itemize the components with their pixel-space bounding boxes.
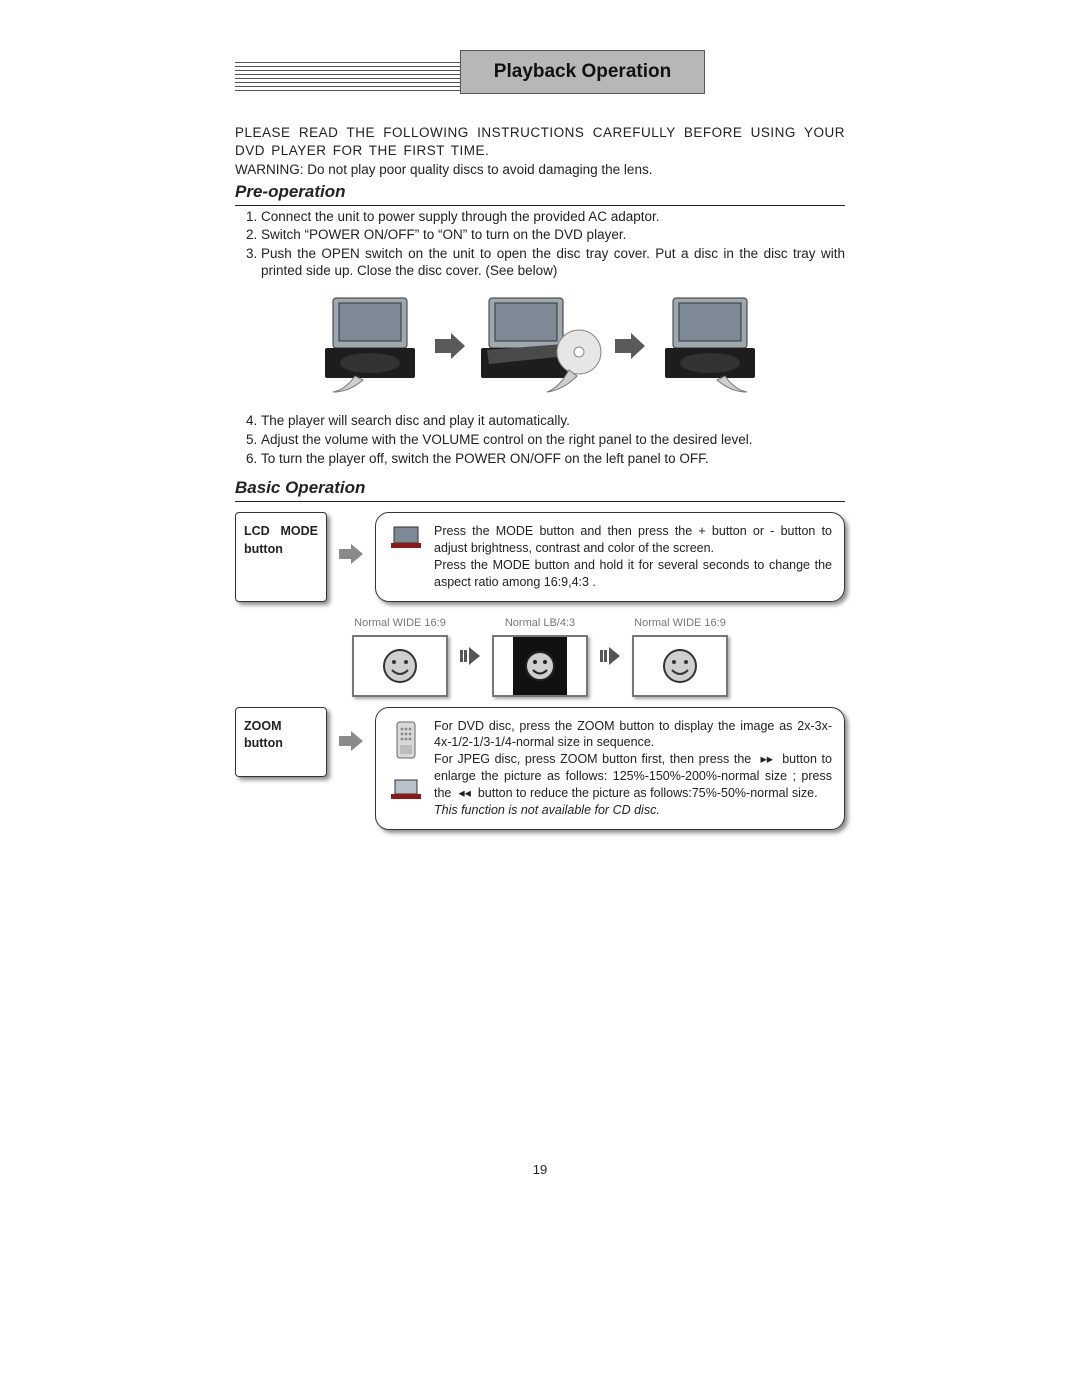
- zoom-card: ZOOM button: [235, 707, 327, 777]
- pre-steps-a: Connect the unit to power supply through…: [235, 208, 845, 280]
- aspect-label: Normal WIDE 16:9: [354, 616, 446, 630]
- step: Push the OPEN switch on the unit to open…: [261, 245, 845, 280]
- content-area: PLEASE READ THE FOLLOWING INSTRUCTIONS C…: [235, 124, 845, 830]
- device-closed-icon: [315, 294, 425, 399]
- header-band: Playback Operation: [0, 50, 1080, 106]
- arrow-icon: [613, 331, 647, 361]
- lcd-mode-card: LCD MODE button: [235, 512, 327, 602]
- step: Connect the unit to power supply through…: [261, 208, 845, 226]
- page-number: 19: [0, 1162, 1080, 1177]
- laptop-icon: [389, 778, 423, 809]
- section-heading-basic: Basic Operation: [235, 477, 845, 502]
- lcd-label: LCD: [244, 523, 270, 541]
- lcd-text-2: Press the MODE button and hold it for se…: [434, 557, 832, 591]
- screen-4-3-icon: [492, 635, 588, 697]
- lcd-text-1: Press the MODE button and then press the…: [434, 523, 832, 557]
- mode-label: MODE: [281, 523, 319, 541]
- step: The player will search disc and play it …: [261, 412, 845, 430]
- aspect-ratio-figure: Normal WIDE 16:9 Normal LB/4:3: [235, 616, 845, 696]
- section-heading-pre: Pre-operation: [235, 181, 845, 206]
- lcd-mode-row: LCD MODE button: [235, 512, 845, 602]
- step: To turn the player off, switch the POWER…: [261, 450, 845, 468]
- page-title: Playback Operation: [460, 50, 705, 94]
- zoom-row: ZOOM button: [235, 707, 845, 830]
- screen-16-9-icon: [352, 635, 448, 697]
- lcd-mode-description: Press the MODE button and then press the…: [375, 512, 845, 602]
- device-open-disc-icon: [475, 294, 605, 399]
- laptop-icon: [389, 525, 423, 558]
- warning-text: WARNING: Do not play poor quality discs …: [235, 161, 845, 179]
- step: Switch “POWER ON/OFF” to “ON” to turn on…: [261, 226, 845, 244]
- arrow-icon: [598, 645, 622, 667]
- zoom-description: For DVD disc, press the ZOOM button to d…: [375, 707, 845, 830]
- step: Adjust the volume with the VOLUME contro…: [261, 431, 845, 449]
- aspect-label: Normal LB/4:3: [505, 616, 575, 630]
- remote-icon: [395, 720, 417, 765]
- button-label: button: [244, 735, 283, 753]
- zoom-note: This function is not available for CD di…: [434, 802, 832, 819]
- zoom-label: ZOOM: [244, 718, 283, 736]
- screen-16-9-icon: [632, 635, 728, 697]
- arrow-icon: [433, 331, 467, 361]
- pre-steps-b: The player will search disc and play it …: [235, 412, 845, 467]
- zoom-text-1: For DVD disc, press the ZOOM button to d…: [434, 718, 832, 752]
- aspect-label: Normal WIDE 16:9: [634, 616, 726, 630]
- arrow-icon: [337, 542, 365, 566]
- arrow-icon: [458, 645, 482, 667]
- zoom-text-2: For JPEG disc, press ZOOM button first, …: [434, 751, 832, 802]
- device-ready-icon: [655, 294, 765, 399]
- intro-text: PLEASE READ THE FOLLOWING INSTRUCTIONS C…: [235, 124, 845, 159]
- button-label: button: [244, 541, 283, 559]
- arrow-icon: [337, 729, 365, 753]
- device-sequence-figure: [235, 294, 845, 399]
